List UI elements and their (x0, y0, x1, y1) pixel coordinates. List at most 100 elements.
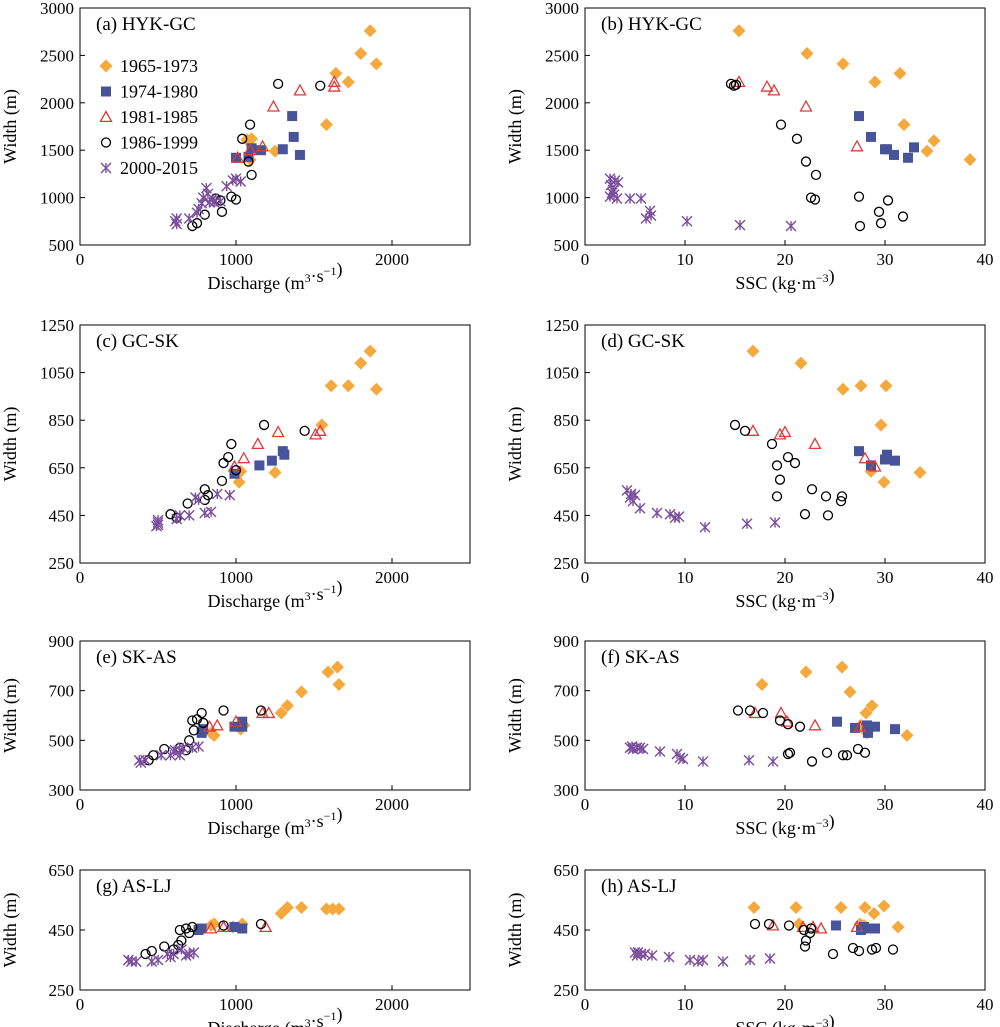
data-point (877, 475, 891, 489)
legend-label: 2000-2015 (120, 158, 198, 178)
data-point (164, 951, 176, 963)
series-2000-2015 (122, 944, 200, 967)
data-point (810, 169, 822, 180)
plot-frame (79, 640, 471, 791)
y-tick-label: 2000 (545, 94, 579, 113)
panel-d: 0 10 20 30 40 250 450 650 850 1050 1250 SSC (kg·m−3… (505, 316, 994, 612)
data-point (877, 899, 891, 913)
legend-marker (101, 86, 111, 97)
y-tick-label: 500 (554, 731, 580, 750)
data-point (755, 677, 769, 691)
data-point (324, 379, 338, 393)
data-point (308, 427, 323, 440)
data-point (920, 144, 934, 158)
y-tick-label: 700 (49, 682, 75, 701)
legend-label: 1965-1973 (120, 56, 198, 76)
data-point (271, 425, 285, 438)
data-point (867, 907, 881, 920)
series-1981-1985 (204, 920, 273, 934)
y-tick-label: 1250 (40, 316, 74, 335)
data-point (329, 66, 343, 80)
series-2000-2015 (621, 484, 781, 533)
panel-c: 0 1000 2000 250 450 650 850 1050 1250 Discharge (… (0, 316, 471, 612)
data-point (699, 521, 711, 533)
data-point (782, 451, 794, 463)
data-point (327, 75, 341, 87)
data-point (868, 75, 882, 89)
data-point (821, 747, 833, 758)
data-point (800, 47, 814, 61)
x-tick-label: 0 (581, 995, 590, 1014)
x-tick-label: 2000 (375, 995, 409, 1014)
data-point (834, 901, 848, 914)
data-point (766, 918, 780, 931)
data-point (246, 169, 257, 180)
data-point (799, 99, 813, 112)
data-point (783, 920, 795, 931)
data-point (732, 705, 744, 716)
data-point (806, 756, 818, 767)
y-tick-label: 250 (49, 981, 75, 1000)
y-axis-label: Width (m) (505, 89, 526, 164)
data-point (187, 921, 198, 933)
data-point (749, 918, 761, 930)
data-point (697, 954, 709, 966)
data-point (854, 220, 866, 232)
data-point (631, 950, 643, 961)
data-point (319, 118, 333, 132)
data-point (235, 175, 247, 187)
data-point (205, 506, 217, 518)
data-point (168, 746, 180, 758)
series-1986-1999 (725, 78, 909, 232)
data-point (858, 901, 872, 914)
series-1974-1980 (832, 716, 900, 738)
series-1965-1973 (755, 660, 914, 742)
x-tick-label: 1000 (219, 995, 253, 1014)
series-1965-1973 (732, 24, 977, 167)
data-point (730, 79, 742, 90)
data-point (868, 459, 882, 472)
data-point (799, 509, 811, 520)
data-point (266, 455, 277, 466)
data-point (809, 194, 821, 205)
y-tick-label: 300 (49, 781, 75, 800)
data-point (232, 475, 246, 489)
data-point (870, 923, 880, 934)
plot-frame (79, 7, 471, 246)
data-point (773, 427, 787, 440)
data-point (354, 47, 368, 61)
data-point (866, 131, 876, 142)
panel-title: (e) SK-AS (96, 647, 177, 668)
data-point (791, 133, 803, 144)
data-point (274, 706, 288, 720)
data-point (196, 727, 207, 738)
series-2000-2015 (624, 741, 779, 767)
y-tick-label: 250 (49, 554, 75, 573)
series-1981-1985 (732, 75, 864, 152)
y-tick-label: 900 (49, 632, 75, 651)
data-point (863, 727, 873, 738)
legend: 1965-1973 1974-1980 1981-1985 1986-1999 2000… (99, 56, 198, 178)
data-point (612, 176, 624, 188)
y-tick-label: 450 (554, 506, 580, 525)
data-point (889, 149, 899, 160)
data-point (870, 942, 882, 954)
data-point (169, 215, 181, 227)
data-point (171, 212, 183, 224)
data-point (216, 475, 228, 487)
x-axis-label: Discharge (m3·s−1) (208, 1004, 343, 1027)
series-1986-1999 (187, 78, 326, 232)
data-point (827, 948, 839, 960)
legend-marker (99, 110, 113, 123)
data-point (794, 356, 808, 370)
data-point (873, 206, 885, 217)
data-point (785, 220, 797, 232)
legend-label: 1974-1980 (120, 82, 198, 102)
data-point (280, 699, 294, 713)
data-point (608, 189, 620, 201)
y-tick-label: 650 (554, 861, 580, 880)
data-point (784, 747, 796, 758)
data-point (893, 66, 907, 80)
data-point (191, 218, 203, 229)
